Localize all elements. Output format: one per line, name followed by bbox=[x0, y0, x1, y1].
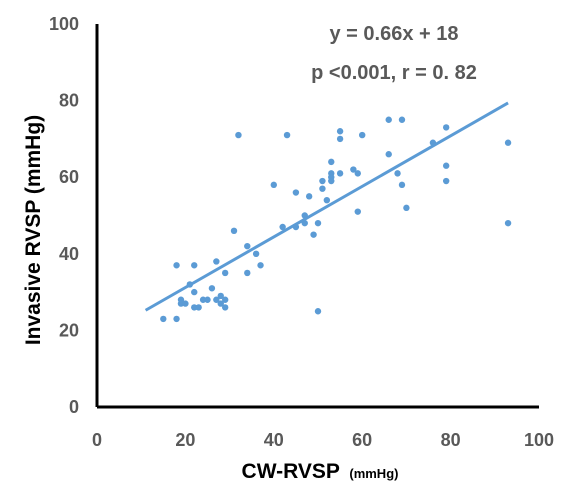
x-tick-label: 80 bbox=[441, 430, 461, 450]
data-point bbox=[221, 304, 229, 311]
x-tick-label: 60 bbox=[352, 430, 372, 450]
data-point bbox=[199, 296, 207, 303]
data-point bbox=[359, 131, 366, 139]
data-points bbox=[160, 116, 512, 323]
data-point bbox=[504, 219, 512, 227]
data-point bbox=[350, 166, 357, 173]
x-tick-label: 20 bbox=[175, 430, 195, 450]
x-tick-label: 40 bbox=[264, 430, 284, 450]
data-point bbox=[504, 139, 512, 146]
data-point bbox=[319, 185, 326, 192]
data-point bbox=[394, 170, 401, 177]
data-point bbox=[314, 219, 322, 227]
data-point bbox=[442, 124, 450, 131]
data-point bbox=[354, 170, 361, 177]
data-point bbox=[182, 300, 189, 307]
y-tick-label: 60 bbox=[59, 167, 79, 187]
statistics-label: p <0.001, r = 0. 82 bbox=[311, 62, 477, 84]
x-tick-label: 100 bbox=[524, 430, 554, 450]
data-point bbox=[279, 223, 286, 231]
y-tick-label: 0 bbox=[69, 397, 79, 417]
y-axis-label: Invasive RVSP (mmHg) bbox=[22, 115, 45, 345]
data-point bbox=[221, 296, 229, 303]
data-point bbox=[160, 315, 167, 323]
data-point bbox=[336, 170, 344, 177]
data-point bbox=[398, 181, 406, 189]
data-point bbox=[385, 116, 392, 123]
y-tick-label: 40 bbox=[59, 244, 79, 264]
data-point bbox=[217, 292, 224, 300]
data-point bbox=[310, 231, 317, 238]
data-point bbox=[191, 288, 198, 296]
data-point bbox=[398, 116, 406, 123]
data-point bbox=[328, 177, 335, 185]
data-point bbox=[314, 308, 322, 315]
data-point bbox=[323, 196, 331, 204]
data-point bbox=[191, 304, 198, 311]
data-point bbox=[270, 181, 277, 189]
y-tick-label: 80 bbox=[59, 91, 79, 111]
y-tick-label: 100 bbox=[49, 14, 79, 34]
y-tick-label: 20 bbox=[59, 320, 79, 340]
data-point bbox=[442, 162, 450, 169]
data-point bbox=[336, 128, 344, 135]
data-point bbox=[177, 300, 185, 307]
data-point bbox=[230, 227, 238, 235]
data-point bbox=[385, 151, 392, 158]
data-point bbox=[221, 269, 229, 277]
data-point bbox=[403, 204, 410, 212]
data-point bbox=[213, 258, 220, 265]
data-point bbox=[305, 193, 313, 200]
data-point bbox=[235, 131, 242, 139]
x-axis-label: CW-RVSP (mmHg) bbox=[242, 460, 399, 483]
data-point bbox=[213, 296, 220, 303]
data-point bbox=[442, 177, 450, 185]
data-point bbox=[257, 262, 264, 269]
data-point bbox=[252, 250, 260, 257]
data-point bbox=[319, 177, 326, 185]
x-axis-label-main: CW-RVSP bbox=[242, 460, 340, 483]
x-tick-labels: 0 20 40 60 80 100 bbox=[92, 430, 554, 450]
data-point bbox=[191, 262, 198, 269]
regression-equation: y = 0.66x + 18 bbox=[329, 23, 458, 45]
x-axis-label-unit: (mmHg) bbox=[349, 466, 398, 481]
data-point bbox=[173, 262, 180, 269]
data-point bbox=[283, 131, 291, 139]
data-point bbox=[244, 242, 251, 250]
data-point bbox=[244, 269, 251, 277]
data-point bbox=[208, 285, 216, 292]
data-point bbox=[328, 158, 335, 166]
data-point bbox=[173, 315, 180, 323]
data-point bbox=[336, 135, 344, 143]
data-point bbox=[195, 304, 202, 311]
trendline bbox=[144, 101, 509, 312]
data-point bbox=[217, 300, 224, 307]
data-point bbox=[292, 189, 300, 196]
data-point bbox=[204, 296, 211, 303]
data-point bbox=[354, 208, 361, 215]
x-tick-label: 0 bbox=[92, 430, 102, 450]
y-tick-labels: 0 20 40 60 80 100 bbox=[49, 14, 79, 417]
